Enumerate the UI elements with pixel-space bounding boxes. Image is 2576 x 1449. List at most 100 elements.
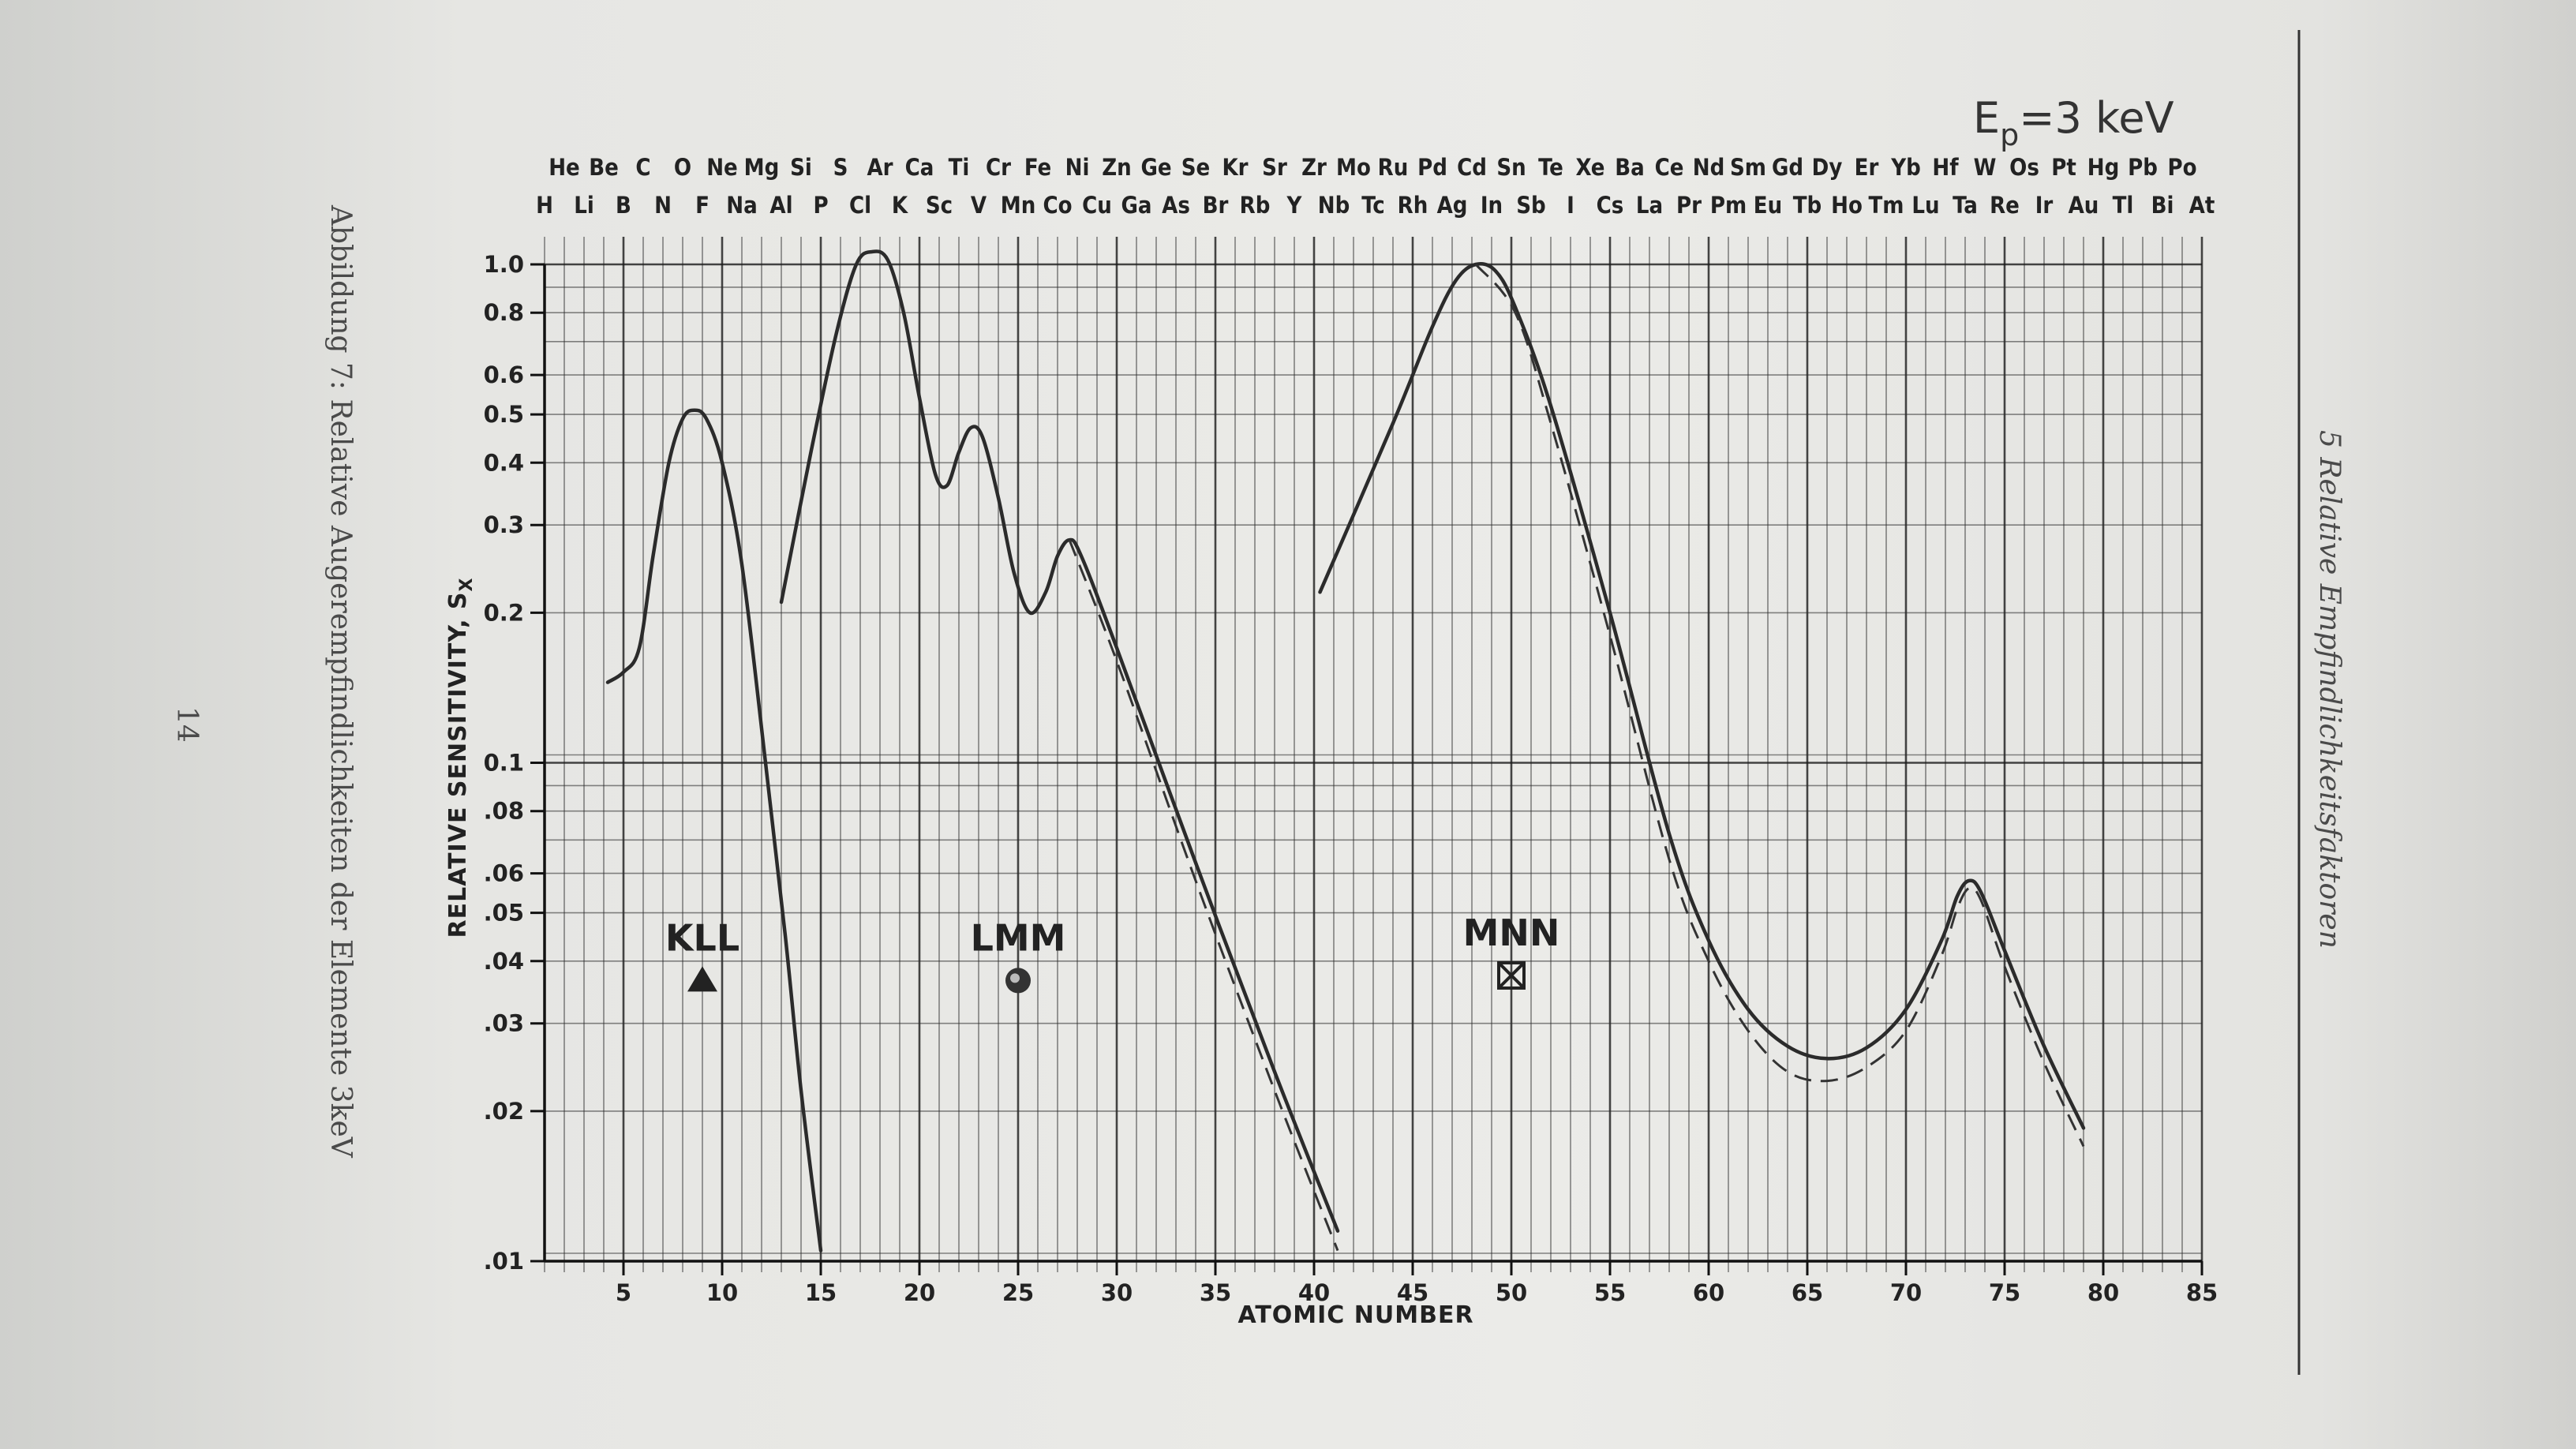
y-axis-ticks: 1.0 0.8 0.6 0.5 0.4 0.3 0.2 0.1 .08 .06 .05 .04 .03.…	[484, 251, 545, 1275]
element-symbol: Mn	[1001, 192, 1036, 219]
x-tick-label: 80	[2087, 1279, 2119, 1306]
element-symbol: Si	[790, 154, 812, 181]
element-symbol: Zr	[1301, 154, 1327, 181]
element-symbol: Te	[1538, 154, 1563, 181]
element-symbol: Ga	[1121, 192, 1151, 219]
y-tick-label: 0.2	[484, 599, 524, 626]
element-symbol: Hg	[2087, 154, 2120, 181]
element-symbol: Tm	[1869, 192, 1904, 219]
x-tick-label: 70	[1890, 1279, 1922, 1306]
element-symbol: Dy	[1812, 154, 1843, 181]
x-tick-label: 20	[904, 1279, 935, 1306]
element-symbol: Au	[2069, 192, 2099, 219]
x-tick-label: 65	[1792, 1279, 1823, 1306]
element-symbol: Cl	[849, 192, 871, 219]
element-symbol: Br	[1203, 192, 1229, 219]
y-tick-label: 1.0	[484, 251, 524, 278]
element-symbol: P	[813, 192, 828, 219]
element-symbol: O	[674, 154, 691, 181]
element-symbol: Be	[589, 154, 619, 181]
element-symbol: Ca	[905, 154, 934, 181]
x-tick-label: 55	[1594, 1279, 1626, 1306]
y-tick-label: .06	[484, 860, 524, 887]
triangle-marker-icon	[687, 966, 717, 992]
element-symbol: Y	[1286, 192, 1303, 219]
element-symbol: Hf	[1932, 154, 1959, 181]
element-symbol: Yb	[1890, 154, 1921, 181]
element-symbol: Ce	[1655, 154, 1684, 181]
element-symbol: Ba	[1615, 154, 1644, 181]
y-tick-label: 0.1	[484, 750, 524, 777]
element-symbols-top-row: He Be C O Ne Mg Si S Ar Ca Ti Cr Fe Ni Zn Ge Se Kr Sr Zr Mo R…	[549, 154, 2196, 181]
element-symbol: Eu	[1754, 192, 1782, 219]
element-symbol: Ar	[867, 154, 893, 181]
element-symbol: Bi	[2151, 192, 2174, 219]
series-lmm	[779, 249, 1340, 1233]
element-symbol: Sn	[1496, 154, 1526, 181]
running-header: 5 Relative Empfindlichkeitsfaktoren	[2313, 430, 2346, 949]
x-tick-label: 15	[805, 1279, 837, 1306]
element-symbol: Po	[2167, 154, 2196, 181]
element-symbol: Se	[1181, 154, 1211, 181]
element-symbol: Ni	[1065, 154, 1090, 181]
x-tick-label: 45	[1397, 1279, 1428, 1306]
element-symbol: Ho	[1831, 192, 1863, 219]
element-symbol: Pm	[1710, 192, 1747, 219]
element-symbol: H	[536, 192, 553, 219]
element-symbol: In	[1481, 192, 1503, 219]
element-symbol: S	[833, 154, 848, 181]
chart-title: Ep=3 keV	[1973, 93, 2174, 152]
element-symbol: Cr	[986, 154, 1011, 181]
x-tick-label: 30	[1101, 1279, 1133, 1306]
y-tick-label: .08	[484, 798, 524, 825]
page-number: 14	[170, 706, 203, 743]
element-symbol: At	[2189, 192, 2215, 219]
element-symbol: Sb	[1516, 192, 1545, 219]
element-symbol: Ge	[1140, 154, 1171, 181]
series-label-lmm: LMM	[971, 916, 1066, 959]
y-tick-label: .03	[484, 1010, 524, 1037]
element-symbol: Zn	[1102, 154, 1132, 181]
element-symbol: Xe	[1575, 154, 1604, 181]
element-symbol: Mg	[744, 154, 780, 181]
y-tick-label: 0.5	[484, 401, 524, 428]
element-symbol: Pt	[2051, 154, 2076, 181]
element-symbol: Er	[1855, 154, 1879, 181]
element-symbol: Tc	[1361, 192, 1384, 219]
x-tick-label: 5	[616, 1279, 631, 1306]
element-symbol: Sc	[926, 192, 953, 219]
y-tick-label: .01	[484, 1248, 524, 1275]
x-tick-label: 60	[1693, 1279, 1724, 1306]
element-symbol: Pr	[1676, 192, 1702, 219]
element-symbol: Co	[1043, 192, 1072, 219]
series-labels: KLL LMM MNN	[665, 912, 1560, 994]
element-symbol: F	[695, 192, 710, 219]
element-symbol: Ti	[949, 154, 970, 181]
grid	[544, 237, 2203, 1272]
y-axis-title: RELATIVE SENSITIVITY, SX	[444, 578, 477, 938]
x-tick-label: 50	[1496, 1279, 1527, 1306]
x-tick-label: 25	[1002, 1279, 1034, 1306]
y-tick-label: .02	[484, 1098, 524, 1125]
series-label-kll: KLL	[665, 916, 739, 959]
element-symbol: As	[1162, 192, 1190, 219]
element-symbol: Ir	[2035, 192, 2054, 219]
element-symbol: Na	[726, 192, 757, 219]
series-label-mnn: MNN	[1463, 912, 1560, 954]
y-tick-label: .04	[484, 948, 524, 975]
element-symbol: Ru	[1378, 154, 1409, 181]
element-symbol: Tb	[1793, 192, 1822, 219]
x-axis-ticks: 5 10 15 20 25 30 35 40 45 50 55 60 65 70 75 80 85	[616, 1261, 2218, 1306]
element-symbol: Kr	[1222, 154, 1248, 181]
element-symbol: Ag	[1437, 192, 1468, 219]
series-kll	[605, 408, 823, 1252]
element-symbol: Ta	[1953, 192, 1978, 219]
series-mnn	[1318, 261, 2086, 1130]
y-tick-label: 0.6	[484, 361, 524, 388]
element-symbol: Os	[2009, 154, 2039, 181]
element-symbol: Cd	[1457, 154, 1487, 181]
figure-caption: Abbildung 7: Relative Augerempfindlichke…	[324, 204, 357, 1159]
element-symbol: Mo	[1336, 154, 1371, 181]
element-symbol: Rh	[1398, 192, 1428, 219]
